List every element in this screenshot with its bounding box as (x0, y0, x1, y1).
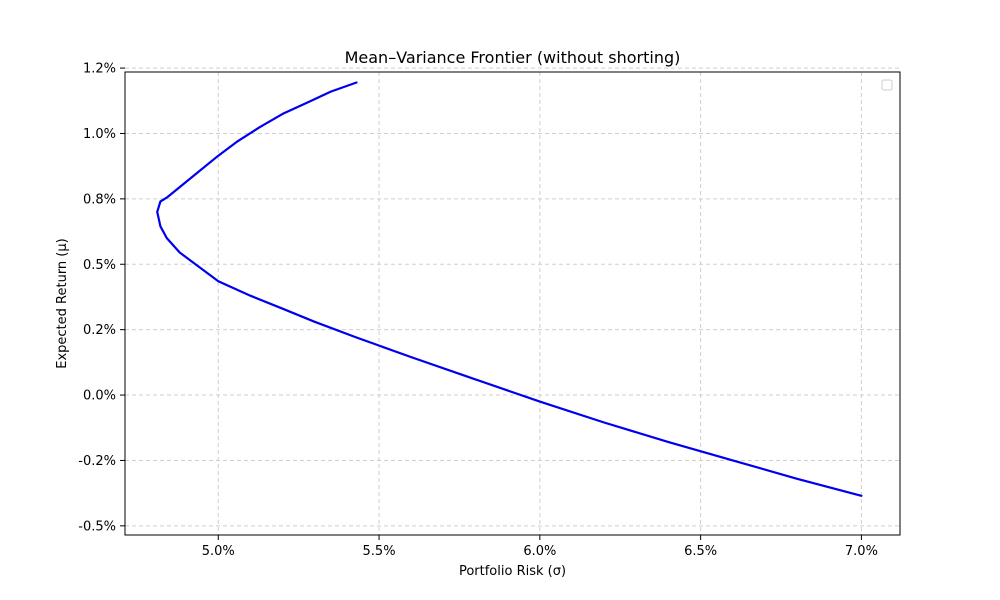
y-tick-label: 0.2% (83, 323, 116, 338)
series-layer (156, 81, 863, 497)
chart-title: Mean–Variance Frontier (without shorting… (345, 48, 681, 67)
y-tick-label: -0.5% (78, 519, 116, 534)
legend-box (881, 79, 893, 91)
x-axis-title: Portfolio Risk (σ) (459, 564, 566, 579)
x-tick-label: 6.5% (684, 544, 717, 559)
x-tick-label: 7.0% (845, 544, 878, 559)
y-tick-label: 1.0% (83, 127, 116, 142)
plot-area-frame (124, 71, 901, 536)
y-axis-title: Expected Return (μ) (55, 238, 70, 368)
y-tick-label: -0.2% (78, 454, 116, 469)
x-tick-label: 5.5% (363, 544, 396, 559)
x-tick-label: 5.0% (202, 544, 235, 559)
y-tick-label: 1.2% (83, 62, 116, 77)
tick-layer: 5.0% 5.5% 6.0% 6.5% 7.0% -0.5% -0.2% 0.0% 0.2% 0.… (78, 62, 878, 559)
x-tick-label: 6.0% (523, 544, 556, 559)
y-tick-label: 0.8% (83, 192, 116, 207)
y-tick-label: 0.5% (83, 258, 116, 273)
frontier-series-line (156, 81, 863, 497)
grid-layer (125, 67, 900, 535)
y-tick-label: 0.0% (83, 389, 116, 404)
